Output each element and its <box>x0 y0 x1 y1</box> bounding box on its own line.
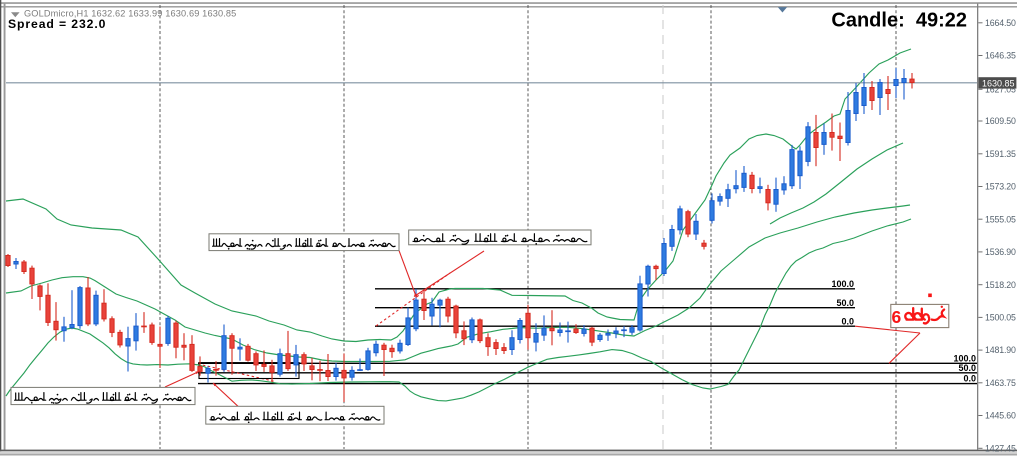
svg-text:50.0: 50.0 <box>836 298 854 308</box>
svg-text:1427.45: 1427.45 <box>985 443 1016 453</box>
svg-text:1445.60: 1445.60 <box>985 411 1016 421</box>
svg-text:50.0: 50.0 <box>958 363 976 373</box>
svg-text:1481.90: 1481.90 <box>985 345 1016 355</box>
svg-text:1500.05: 1500.05 <box>985 313 1016 323</box>
svg-text:1664.50: 1664.50 <box>985 18 1016 28</box>
svg-text:1627.05: 1627.05 <box>985 84 1016 94</box>
svg-text:GOLDmicro,H1 1632.62 1633.99: GOLDmicro,H1 1632.62 1633.99 1630.69 163… <box>24 9 236 19</box>
svg-text:1591.35: 1591.35 <box>985 149 1016 159</box>
svg-text:1536.90: 1536.90 <box>985 247 1016 257</box>
svg-text:Spread = 232.0: Spread = 232.0 <box>8 17 106 31</box>
svg-text:1646.35: 1646.35 <box>985 51 1016 61</box>
svg-text:0.0: 0.0 <box>963 374 976 384</box>
svg-text:1518.20: 1518.20 <box>985 280 1016 290</box>
svg-text:Candle: 49:22: Candle: 49:22 <box>831 10 967 32</box>
svg-text:100.0: 100.0 <box>953 354 976 364</box>
svg-text:6: 6 <box>892 307 902 327</box>
svg-text:1463.75: 1463.75 <box>985 378 1016 388</box>
svg-text:1555.05: 1555.05 <box>985 214 1016 224</box>
svg-text:1609.50: 1609.50 <box>985 116 1016 126</box>
svg-text:100.0: 100.0 <box>831 279 854 289</box>
svg-text:1630.85: 1630.85 <box>982 79 1015 89</box>
svg-text:0.0: 0.0 <box>841 317 854 327</box>
svg-text:1573.20: 1573.20 <box>985 182 1016 192</box>
